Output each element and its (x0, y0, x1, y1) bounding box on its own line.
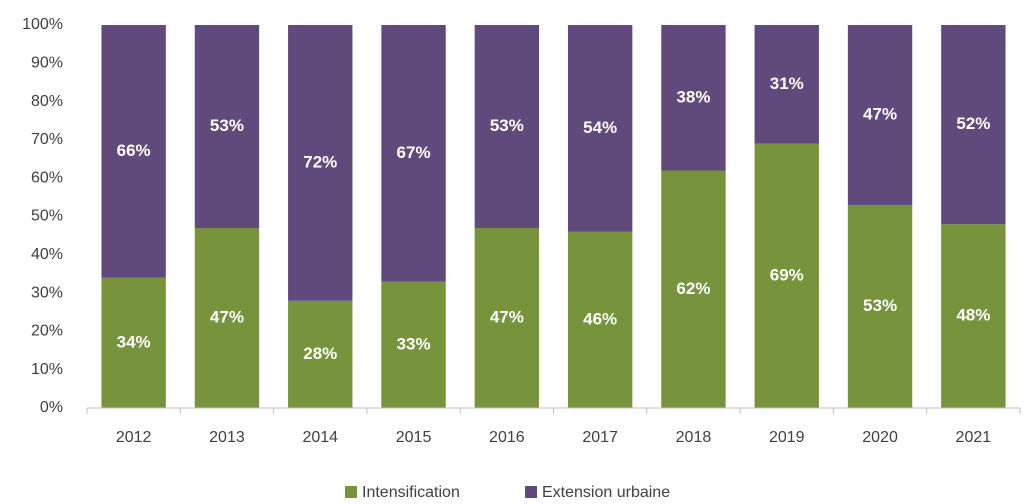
y-tick-label: 20% (31, 323, 63, 340)
bar-segment (847, 25, 913, 206)
x-tick-label: 2015 (396, 429, 432, 446)
data-label: 38% (676, 87, 710, 106)
y-tick-label: 80% (31, 93, 63, 110)
bar-segment (101, 25, 166, 278)
x-tick-label: 2014 (302, 429, 338, 446)
x-tick-label: 2013 (209, 429, 245, 446)
legend-swatch (345, 486, 357, 498)
data-label: 47% (210, 307, 244, 326)
x-tick-label: 2016 (489, 429, 525, 446)
bar-segment (941, 25, 1006, 225)
legend-label: Intensification (362, 484, 460, 501)
data-label: 52% (956, 114, 990, 133)
bar-segment (941, 224, 1006, 408)
y-tick-label: 0% (40, 399, 63, 416)
data-label: 54% (583, 118, 617, 137)
bar-segment (101, 277, 166, 408)
data-label: 48% (956, 306, 990, 325)
x-tick-label: 2012 (116, 429, 152, 446)
data-label: 47% (863, 104, 897, 123)
y-tick-label: 30% (31, 284, 63, 301)
bar-segment (661, 25, 726, 171)
data-label: 31% (770, 74, 804, 93)
y-tick-label: 100% (22, 16, 63, 33)
x-tick-label: 2019 (769, 429, 805, 446)
data-label: 62% (676, 279, 710, 298)
y-tick-label: 60% (31, 169, 63, 186)
legend-label: Extension urbaine (542, 484, 670, 501)
x-tick-label: 2017 (582, 429, 618, 446)
data-label: 72% (303, 152, 337, 171)
bar-segment (567, 231, 633, 408)
bar-segment (288, 300, 353, 408)
data-label: 53% (210, 116, 244, 135)
bar-segment (754, 25, 819, 144)
data-label: 33% (397, 334, 431, 353)
bar-segment (474, 25, 540, 228)
data-label: 46% (583, 309, 617, 328)
data-label: 69% (770, 265, 804, 284)
bar-segment (661, 170, 726, 408)
legend-swatch (525, 486, 537, 498)
y-tick-label: 40% (31, 246, 63, 263)
bar-segment (567, 25, 633, 232)
data-label: 53% (490, 116, 524, 135)
bar-segment (381, 281, 446, 408)
bar-segment (474, 227, 540, 408)
bar-segment (288, 25, 353, 301)
data-label: 67% (397, 143, 431, 162)
data-label: 66% (117, 141, 151, 160)
data-label: 34% (117, 332, 151, 351)
bar-segment (194, 227, 260, 408)
bar-segment (754, 143, 819, 409)
bar-segment (381, 25, 446, 282)
y-tick-label: 50% (31, 208, 63, 225)
y-tick-label: 70% (31, 131, 63, 148)
bar-segment (194, 25, 260, 228)
x-tick-label: 2021 (956, 429, 992, 446)
data-label: 47% (490, 307, 524, 326)
x-tick-label: 2018 (676, 429, 712, 446)
y-tick-label: 90% (31, 55, 63, 72)
x-tick-label: 2020 (862, 429, 898, 446)
data-label: 28% (303, 344, 337, 363)
y-tick-label: 10% (31, 361, 63, 378)
data-label: 53% (863, 296, 897, 315)
bar-segment (847, 205, 913, 408)
